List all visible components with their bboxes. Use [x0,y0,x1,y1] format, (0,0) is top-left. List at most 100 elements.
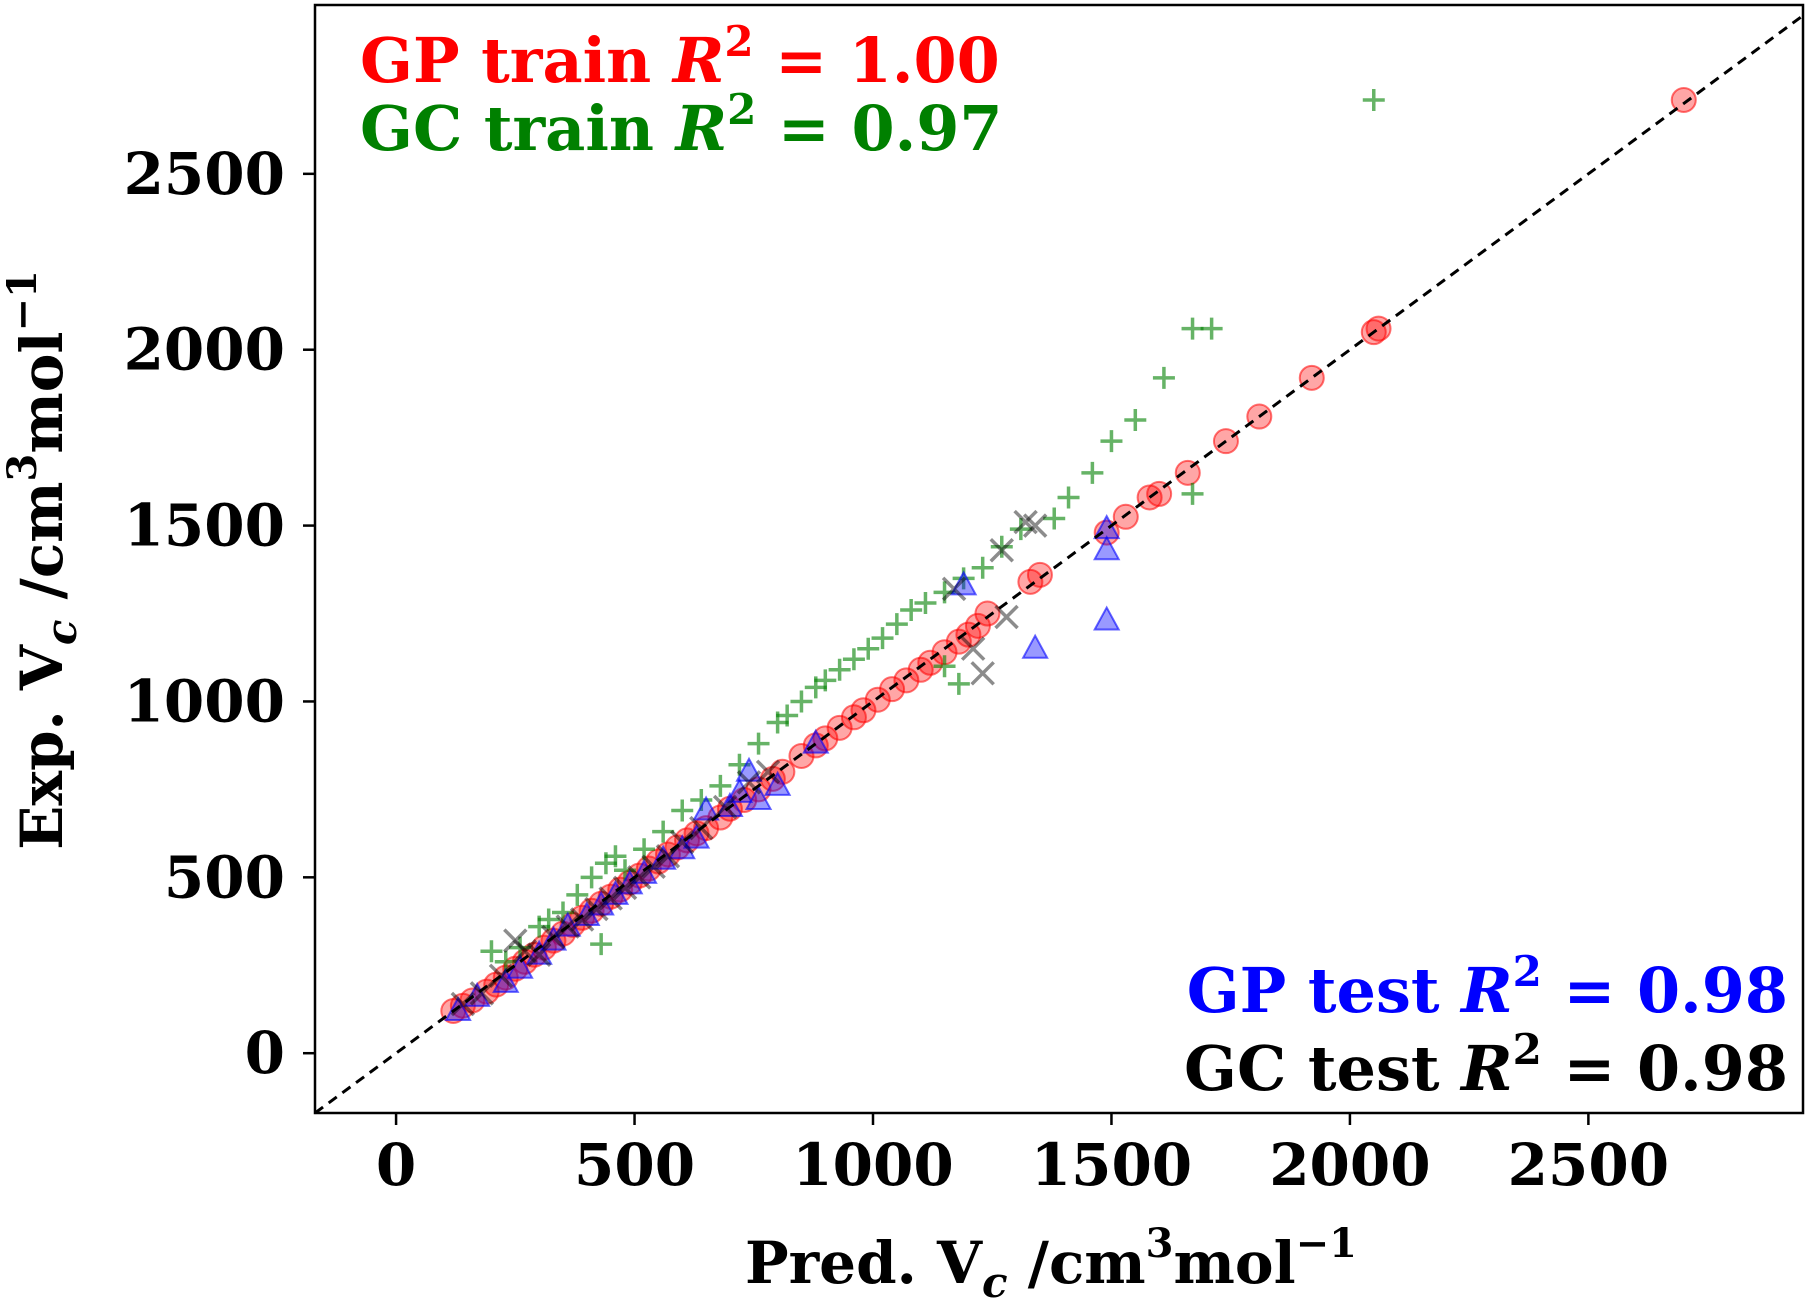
data-point [790,690,813,713]
data-point [933,655,956,678]
x-tick-label: 2500 [1508,1131,1669,1199]
data-point [947,672,970,695]
y-tick-label: 0 [245,1019,285,1087]
data-point [469,981,495,1006]
data-point [747,732,770,755]
data-point [1181,317,1204,340]
y-tick-label: 1000 [124,667,285,735]
data-point [633,838,656,861]
series-gp-test [444,514,1121,1021]
data-point [828,658,851,681]
y-tick-label: 500 [164,843,285,911]
data-point [1124,409,1147,432]
data-point [974,600,1001,627]
data-point [735,756,763,782]
data-point [669,829,695,855]
y-tick-label: 1500 [124,492,285,560]
data-point [1100,430,1123,453]
data-point [814,669,837,692]
data-point [1093,535,1121,561]
data-point [1174,459,1201,486]
data-point [970,661,995,686]
data-point [1181,482,1204,505]
data-point [537,908,560,931]
data-point [463,981,491,1007]
data-point [1146,480,1173,507]
data-point [1022,513,1048,538]
x-tick-label: 500 [574,1131,695,1199]
data-point [917,649,944,676]
data-point [989,537,1015,563]
data-point [1670,86,1697,113]
x-tick-label: 1000 [792,1131,953,1199]
data-point [1013,509,1038,535]
data-point [526,942,552,967]
reference-line [314,14,1804,1115]
data-point [755,759,781,785]
data-point [604,845,627,868]
data-point [1026,561,1053,588]
data-point [525,939,553,965]
annotation-gc-test: GC test R2 = 0.98 [1184,1025,1788,1105]
plot-frame [313,3,1805,1115]
data-point [1362,88,1385,111]
data-point [590,933,613,956]
data-point [566,883,589,906]
data-point [450,991,476,1017]
data-point [990,535,1013,558]
x-axis-label: Pred. Vc /cm3mol−1 [745,1220,1357,1305]
data-point [842,648,865,671]
data-point [744,784,773,810]
data-point [512,938,538,964]
y-tick-label: 2000 [124,316,285,384]
x-tick-label: 2000 [1269,1131,1430,1199]
data-point [763,770,792,796]
data-point [736,770,762,795]
y-tick-label: 2500 [124,140,285,208]
data-points [440,86,1697,1024]
data-point [1021,633,1049,659]
data-point [488,963,514,989]
data-point [614,859,636,882]
data-point [914,591,937,614]
data-point [971,556,994,579]
data-point [692,795,720,821]
data-point [480,940,503,963]
x-tick-label: 1500 [1031,1131,1192,1199]
data-point [885,613,908,636]
data-point [949,570,978,596]
data-point [776,704,799,727]
data-point [1200,317,1223,340]
data-point [503,928,528,953]
data-point [1057,486,1080,509]
data-point [871,627,894,650]
data-point [552,901,574,924]
data-point [716,791,744,817]
data-point [893,667,920,694]
data-point [492,967,520,993]
data-point [900,599,923,622]
data-point [1081,461,1104,484]
data-point [1009,518,1032,541]
data-point [994,604,1019,630]
data-point [1043,507,1066,530]
data-point [1298,364,1325,391]
data-point [580,866,603,889]
data-point [857,637,880,660]
data-point [941,576,967,602]
annotation-gp-test: GP test R2 = 0.98 [1187,947,1788,1027]
data-point [709,774,732,797]
x-tick-label: 0 [376,1131,416,1199]
y-axis-label: Exp. Vc /cm3mol−1 [0,270,86,850]
data-point [671,799,694,822]
data-point [630,858,658,884]
data-point [652,820,675,843]
annotation-gp-train: GP train R2 = 1.00 [360,17,1000,97]
data-point [1093,605,1121,631]
series-gc-train [480,88,1385,973]
data-point [769,758,796,785]
annotation-gc-train: GC train R2 = 0.97 [360,85,1002,165]
data-point [960,636,986,661]
data-point [1152,366,1175,389]
